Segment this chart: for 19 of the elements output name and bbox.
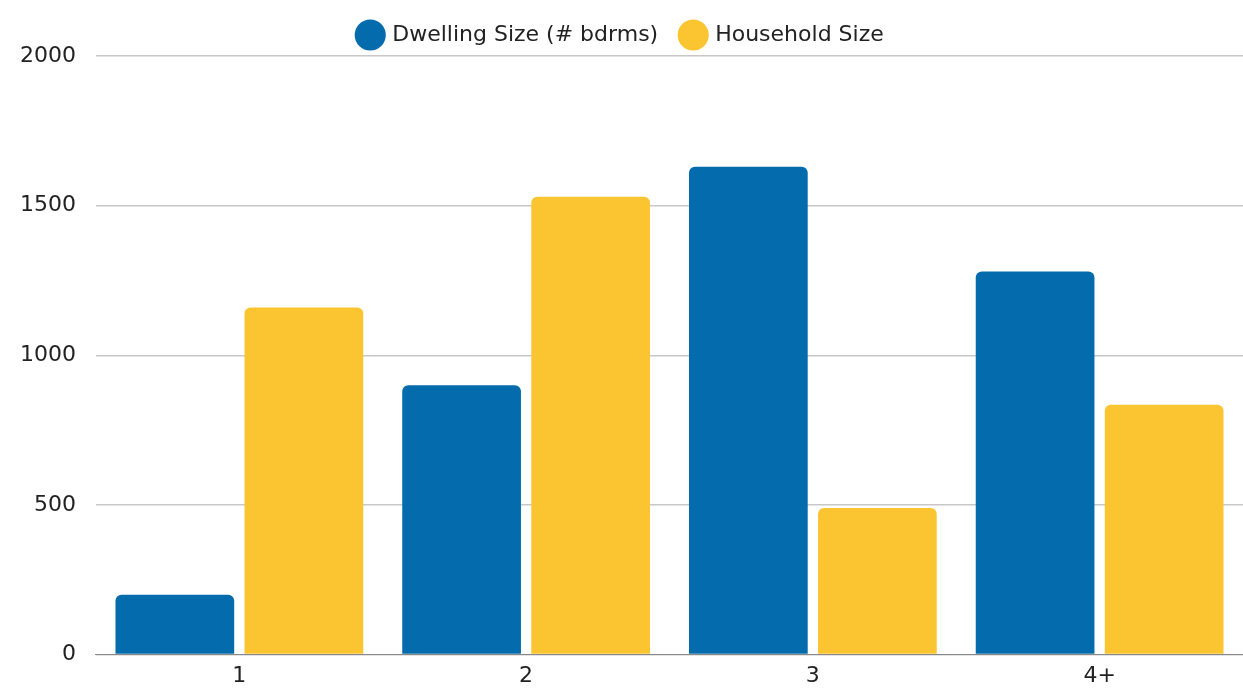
legend-label: Dwelling Size (# bdrms): [392, 20, 659, 46]
x-tick-label: 3: [805, 661, 820, 687]
bar: [975, 271, 1095, 654]
y-tick-label: 0: [61, 640, 76, 666]
x-tick-label: 4+: [1083, 661, 1116, 687]
y-tick-label: 1500: [19, 191, 76, 217]
legend-label: Household Size: [715, 20, 884, 46]
bar: [531, 196, 650, 654]
y-tick-label: 1000: [19, 341, 76, 367]
bar: [402, 385, 521, 654]
bar: [115, 594, 235, 654]
bar: [688, 166, 808, 654]
y-tick-label: 2000: [19, 41, 76, 67]
x-tick-label: 2: [519, 661, 534, 687]
x-tick-label: 1: [232, 661, 247, 687]
bar: [818, 507, 937, 654]
bar: [244, 307, 364, 654]
bar: [1104, 404, 1224, 654]
y-tick-label: 500: [33, 490, 76, 516]
